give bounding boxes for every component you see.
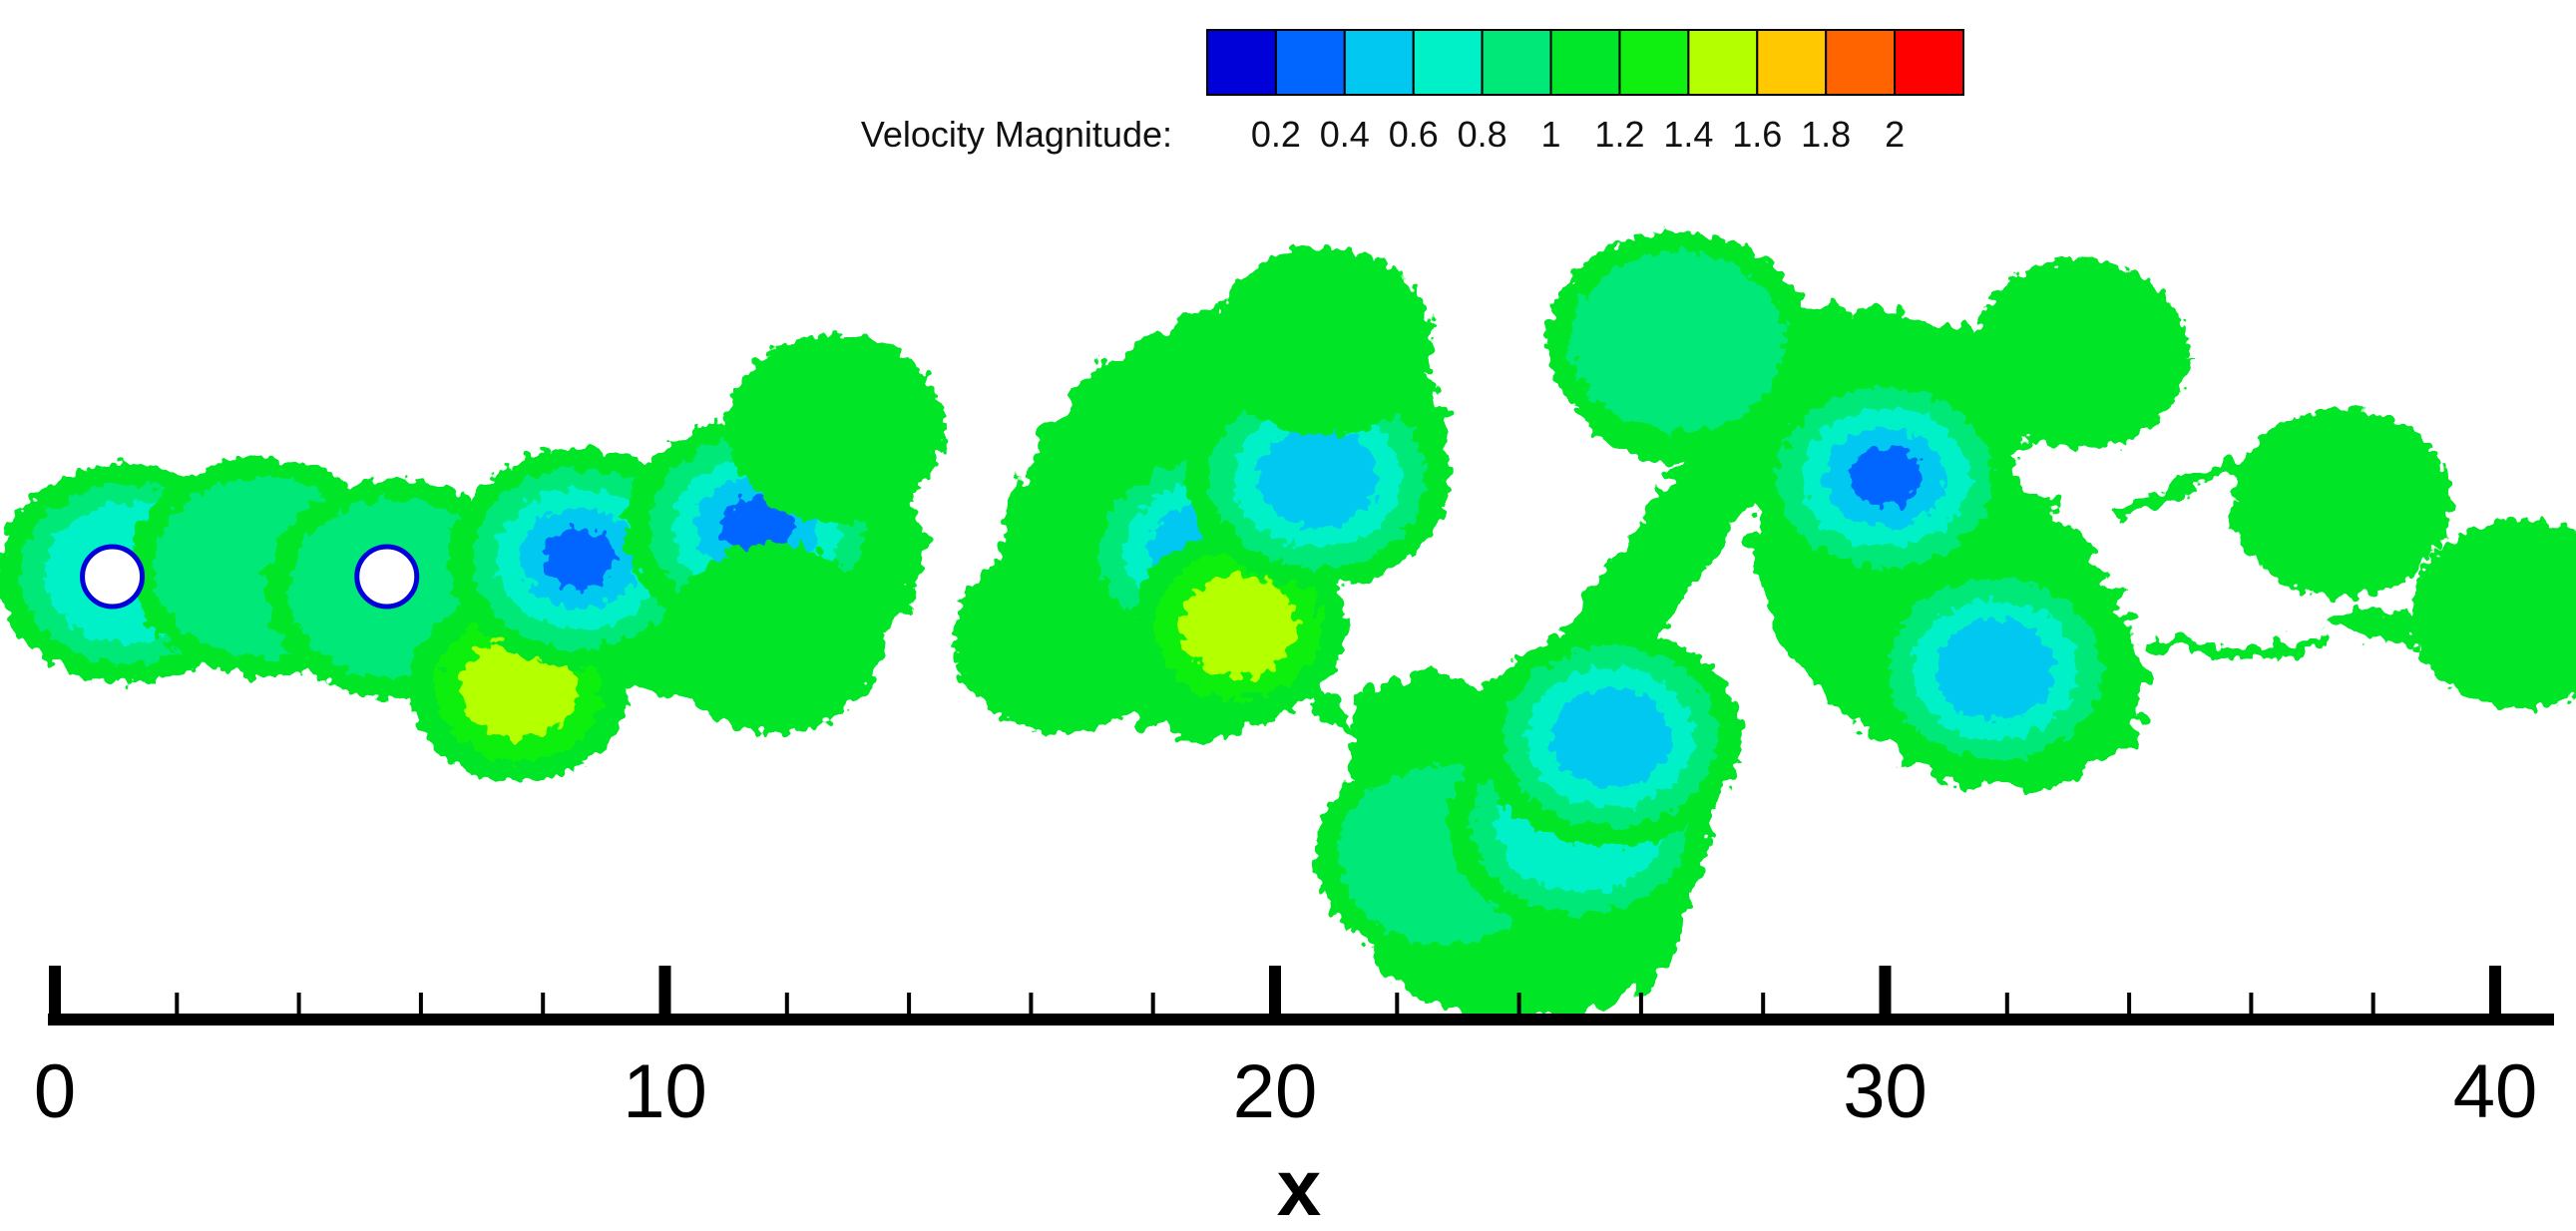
colorbar-tick-label: 0.4 — [1320, 114, 1370, 155]
contour-ring — [665, 544, 884, 733]
colorbar-tick-label: 0.6 — [1389, 114, 1439, 155]
colorbar-tick-labels: 0.2 0.4 0.6 0.8 1 1.2 1.4 1.6 1.8 2 — [1251, 114, 1905, 155]
x-axis: 0 10 20 30 40 x — [34, 966, 2554, 1231]
colorbar-tick-label: 1.4 — [1663, 114, 1713, 155]
colorbar-bin — [1343, 29, 1415, 96]
cylinders — [80, 544, 420, 610]
colorbar-bins — [1206, 29, 1965, 96]
velocity-contour — [726, 333, 945, 524]
velocity-contour — [665, 544, 884, 733]
colorbar-bin — [1412, 29, 1484, 96]
x-tick-label: 30 — [1843, 1049, 1928, 1134]
velocity-contour — [2233, 407, 2452, 598]
colorbar-bin — [1481, 29, 1552, 96]
velocity-contour — [1479, 627, 1743, 848]
contour-ring — [1179, 575, 1297, 677]
x-tick-label: 40 — [2453, 1049, 2538, 1134]
x-axis-label: x — [1277, 1143, 1322, 1231]
colorbar-tick-label: 2 — [1885, 114, 1905, 155]
colorbar-tick-label: 0.8 — [1458, 114, 1507, 155]
velocity-contour — [1185, 367, 1450, 588]
x-tick-label: 20 — [1233, 1049, 1318, 1134]
contour-ring — [2233, 407, 2452, 598]
colorbar: Velocity Magnitude: 0.2 0.4 0.6 0.8 1 1.2 1.4 1… — [861, 29, 1965, 155]
contour-ring — [1934, 619, 2055, 719]
contour-ring — [720, 497, 793, 558]
colorbar-bin — [1687, 29, 1759, 96]
x-tick-label: 0 — [34, 1049, 76, 1134]
contour-ring — [1550, 687, 1671, 788]
contour-ring — [1849, 447, 1922, 508]
colorbar-tick-label: 0.2 — [1251, 114, 1301, 155]
colorbar-bin — [1825, 29, 1897, 96]
velocity-contour — [1753, 367, 2017, 588]
colorbar-bin — [1618, 29, 1690, 96]
contour-ring — [726, 333, 945, 524]
velocity-contour — [1214, 246, 1434, 437]
colorbar-tick-label: 1.2 — [1594, 114, 1644, 155]
x-tick-label: 10 — [623, 1049, 707, 1134]
velocity-contour — [1863, 560, 2127, 779]
colorbar-bin — [1549, 29, 1621, 96]
colorbar-tick-label: 1.6 — [1732, 114, 1782, 155]
cylinder — [354, 544, 420, 610]
velocity-contour — [2410, 519, 2576, 709]
colorbar-bin — [1206, 29, 1277, 96]
velocity-contour — [1129, 531, 1348, 721]
contour-ring — [1970, 258, 2190, 449]
colorbar-bin — [1894, 29, 1965, 96]
colorbar-bin — [1756, 29, 1828, 96]
contour-ring — [2410, 519, 2576, 709]
colorbar-label: Velocity Magnitude: — [861, 114, 1172, 155]
velocity-contour — [1545, 231, 1810, 452]
colorbar-tick-label: 1 — [1541, 114, 1561, 155]
contour-ring — [1214, 246, 1434, 437]
velocity-field — [0, 231, 2576, 1020]
colorbar-tick-label: 1.8 — [1801, 114, 1851, 155]
colorbar-bin — [1274, 29, 1346, 96]
wake-streak — [2152, 631, 2328, 660]
x-axis-ticks: 0 10 20 30 40 — [34, 966, 2537, 1134]
velocity-contours — [0, 231, 2576, 965]
velocity-contour — [1970, 258, 2190, 449]
cylinder — [80, 544, 146, 610]
contour-ring — [1257, 427, 1378, 528]
contour-ring — [1569, 251, 1786, 432]
contour-ring — [543, 528, 616, 589]
